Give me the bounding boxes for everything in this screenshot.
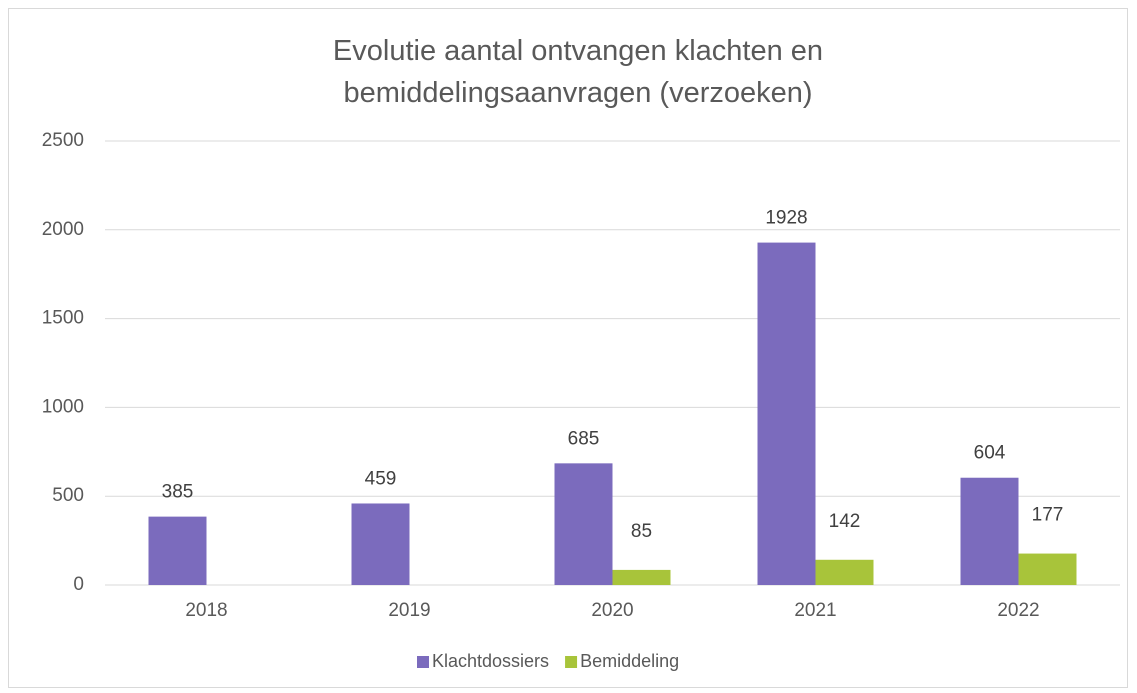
legend-swatch bbox=[565, 656, 578, 668]
bar bbox=[351, 503, 410, 585]
y-tick-label: 1000 bbox=[42, 396, 84, 417]
data-label: 142 bbox=[829, 511, 861, 532]
data-label: 604 bbox=[974, 443, 1006, 464]
legend-swatch bbox=[417, 656, 429, 668]
x-tick-label: 2019 bbox=[388, 600, 430, 621]
y-tick-label: 2000 bbox=[42, 219, 84, 240]
data-label: 177 bbox=[1032, 505, 1064, 526]
bar bbox=[554, 463, 613, 585]
x-tick-label: 2020 bbox=[591, 600, 633, 621]
data-label: 385 bbox=[162, 482, 194, 503]
bar bbox=[757, 242, 816, 585]
y-tick-label: 500 bbox=[52, 485, 84, 506]
x-tick-label: 2018 bbox=[185, 600, 227, 621]
legend-label: Bemiddeling bbox=[580, 651, 679, 671]
x-tick-label: 2022 bbox=[997, 600, 1039, 621]
bar bbox=[815, 559, 874, 585]
bar bbox=[612, 569, 671, 585]
bar bbox=[1018, 553, 1077, 585]
chart-border bbox=[8, 8, 1128, 688]
chart-title: Evolutie aantal ontvangen klachten en be… bbox=[332, 35, 824, 109]
bar bbox=[960, 477, 1019, 585]
legend-label: Klachtdossiers bbox=[432, 651, 549, 671]
bar bbox=[148, 516, 207, 585]
data-label: 1928 bbox=[765, 208, 807, 229]
y-tick-label: 0 bbox=[73, 574, 84, 595]
x-tick-label: 2021 bbox=[794, 600, 836, 621]
data-label: 685 bbox=[568, 428, 600, 449]
data-label: 85 bbox=[631, 521, 652, 542]
y-tick-label: 2500 bbox=[42, 130, 84, 151]
y-tick-label: 1500 bbox=[42, 308, 84, 329]
data-label: 459 bbox=[365, 468, 397, 489]
